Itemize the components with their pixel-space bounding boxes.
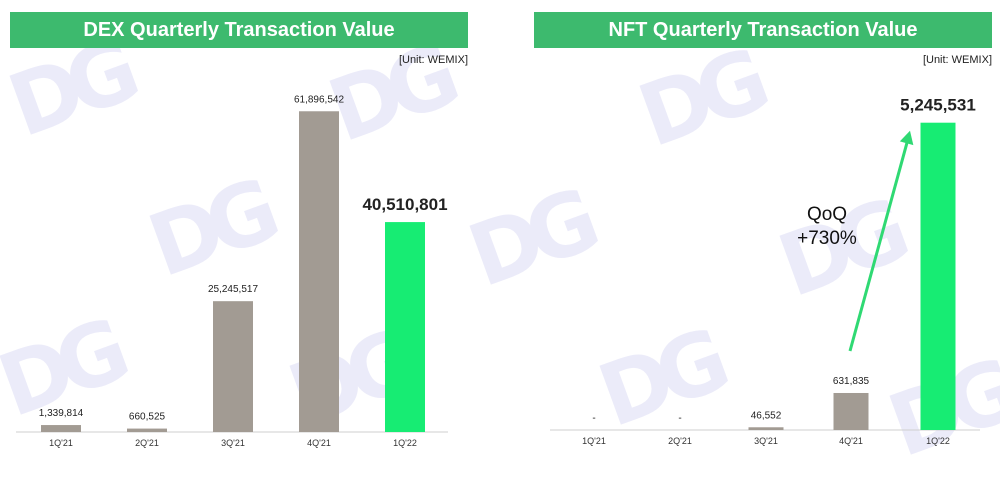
nft-tick-4: 4Q'21: [839, 436, 863, 446]
nft-tick-1: 1Q'21: [582, 436, 606, 446]
nft-chart-title: NFT Quarterly Transaction Value: [534, 12, 992, 48]
qoq-arrow-shaft: [848, 142, 909, 352]
dex-tick-1: 1Q'21: [49, 438, 73, 448]
dex-bar-4: [299, 111, 339, 433]
dex-chart-panel: DEX Quarterly Transaction Value [Unit: W…: [0, 0, 480, 466]
dex-tick-5: 1Q'22: [393, 438, 417, 448]
dex-bar-chart: 1,339,814 1Q'21 660,525 2Q'21 25,245,517 3Q'2…: [16, 94, 448, 448]
nft-tick-3: 3Q'21: [754, 436, 778, 446]
dex-bar-1: [41, 425, 81, 432]
qoq-annotation-line2: +730%: [797, 228, 857, 249]
dex-bar-3: [213, 301, 253, 432]
dex-value-label-1: 1,339,814: [39, 408, 84, 419]
qoq-annotation-line1: QoQ: [806, 204, 848, 225]
qoq-annotation: QoQ +730%: [782, 203, 872, 251]
nft-unit-label: [Unit: WEMIX]: [922, 54, 992, 66]
nft-value-label-2: -: [678, 413, 681, 424]
nft-value-label-3: 46,552: [751, 410, 782, 421]
dex-tick-4: 4Q'21: [307, 438, 331, 448]
nft-value-label-1: -: [592, 413, 595, 424]
nft-bar-4: [833, 392, 869, 430]
dex-tick-2: 2Q'21: [135, 438, 159, 448]
nft-tick-5: 1Q'22: [926, 436, 950, 446]
nft-bar-5: [920, 122, 956, 431]
dex-chart-title: DEX Quarterly Transaction Value: [10, 12, 468, 48]
nft-value-label-4: 631,835: [833, 376, 870, 387]
qoq-arrow-head: [899, 130, 914, 146]
dex-value-label-5: 40,510,801: [362, 195, 447, 214]
nft-tick-2: 2Q'21: [668, 436, 692, 446]
nft-chart-panel: NFT Quarterly Transaction Value [Unit: W…: [520, 0, 1000, 466]
nft-value-label-5: 5,245,531: [900, 96, 976, 115]
dex-value-label-2: 660,525: [129, 412, 166, 423]
nft-bar-3: [748, 427, 784, 430]
dex-bar-2: [127, 428, 167, 432]
dex-value-label-3: 25,245,517: [208, 284, 258, 295]
dex-value-label-4: 61,896,542: [294, 94, 344, 105]
dex-bar-5: [385, 222, 425, 432]
dex-tick-3: 3Q'21: [221, 438, 245, 448]
nft-bar-chart: - 1Q'21 - 2Q'21 46,552 3Q'21 631,835 4Q'21 5,245…: [550, 96, 980, 446]
dex-unit-label: [Unit: WEMIX]: [398, 54, 468, 66]
